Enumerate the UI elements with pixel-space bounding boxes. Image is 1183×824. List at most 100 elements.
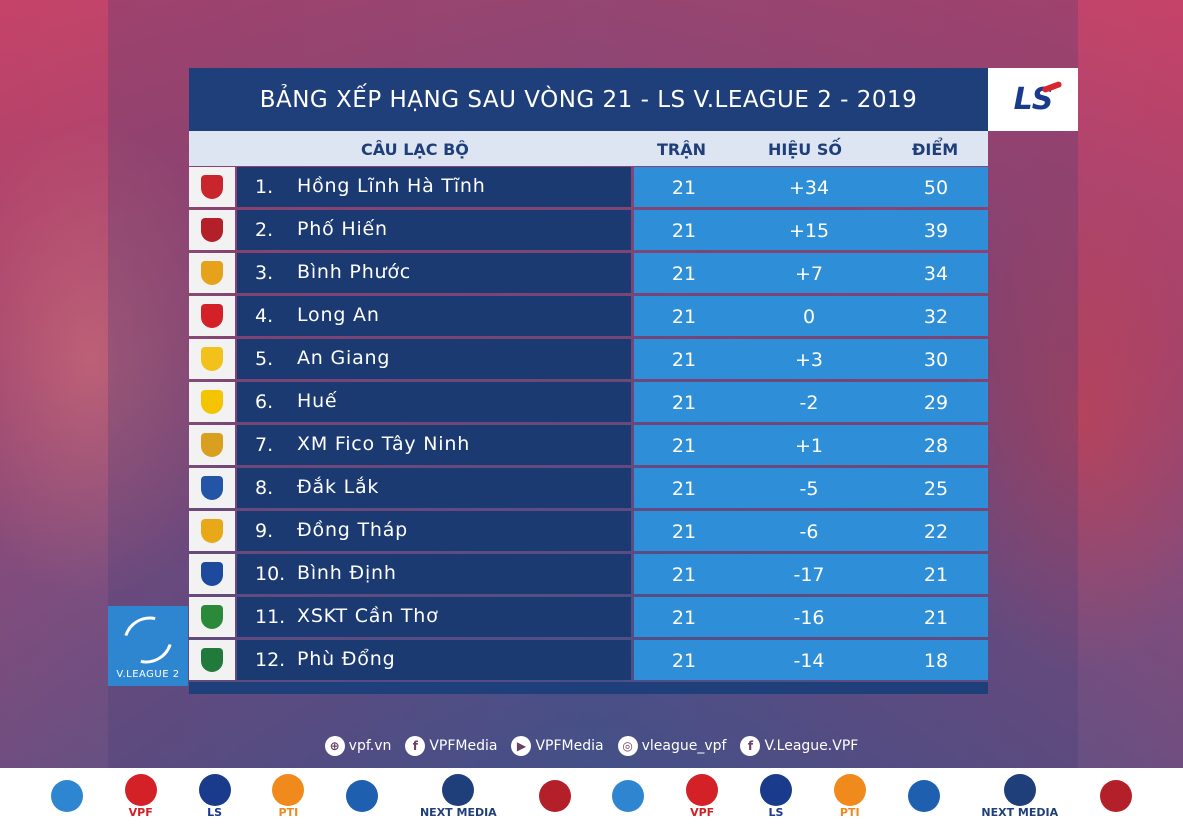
header-diff: HIỆU SỐ — [768, 140, 842, 159]
social-link[interactable]: f VPFMedia — [405, 736, 497, 756]
matches-played: 21 — [671, 478, 697, 500]
social-links: ⊕ vpf.vn f VPFMedia ▶ VPFMedia ◎ vleague_vpf f V.… — [0, 733, 1183, 759]
rank-number: 4. — [255, 305, 274, 327]
club-cell: 7. XM Fico Tây Ninh — [237, 425, 631, 465]
sponsor-logo: LS — [759, 773, 792, 819]
table-row: 4. Long An 21 0 32 — [189, 295, 988, 337]
sponsor-logo-icon — [442, 773, 475, 806]
club-crest-cell — [189, 253, 235, 293]
club-name: Huế — [297, 390, 338, 412]
club-name: Bình Định — [297, 562, 397, 584]
table-row: 8. Đắk Lắk 21 -5 25 — [189, 467, 988, 509]
matches-played: 21 — [671, 349, 697, 371]
goal-difference: +3 — [794, 349, 823, 371]
sponsor-logo-icon — [346, 780, 379, 812]
club-name: XM Fico Tây Ninh — [297, 433, 471, 455]
rank-number: 9. — [255, 520, 274, 542]
sponsor-logo: VPF — [686, 773, 719, 819]
points: 29 — [923, 392, 949, 414]
club-crest-cell — [189, 382, 235, 422]
goal-difference: +15 — [788, 220, 830, 242]
vleague-badge-label: V.LEAGUE 2 — [116, 669, 180, 680]
globe-icon: ⊕ — [324, 736, 345, 756]
club-crest-cell — [189, 511, 235, 551]
sponsor-label: NEXT MEDIA — [981, 805, 1059, 819]
sponsor-logo — [907, 780, 940, 812]
goal-difference: -17 — [793, 564, 825, 586]
club-crest-cell — [189, 597, 235, 637]
table-row: 9. Đồng Tháp 21 -6 22 — [189, 510, 988, 552]
sponsor-logo — [346, 780, 379, 812]
club-crest-icon — [201, 390, 223, 414]
sponsor-logo: LS — [198, 773, 231, 819]
points: 21 — [923, 564, 949, 586]
table-row: 6. Huế 21 -2 29 — [189, 381, 988, 423]
club-crest-icon — [201, 519, 223, 543]
points: 32 — [923, 306, 949, 328]
rank-number: 12. — [255, 649, 286, 671]
stats-cell: 21 +1 28 — [634, 425, 988, 465]
club-cell: 1. Hồng Lĩnh Hà Tĩnh — [237, 167, 631, 207]
club-crest-icon — [201, 175, 223, 199]
club-crest-icon — [201, 476, 223, 500]
points: 39 — [923, 220, 949, 242]
club-cell: 2. Phố Hiến — [237, 210, 631, 250]
sponsor-logo: NEXT MEDIA — [981, 773, 1059, 819]
sponsor-logo — [1099, 780, 1132, 812]
club-crest-cell — [189, 210, 235, 250]
vleague-2-badge: V.LEAGUE 2 — [108, 606, 188, 686]
sponsor-logo: PTI — [833, 773, 866, 819]
matches-played: 21 — [671, 220, 697, 242]
stats-cell: 21 +7 34 — [634, 253, 988, 293]
club-cell: 12. Phù Đổng — [237, 640, 631, 680]
youtube-icon: ▶ — [511, 736, 532, 756]
social-link[interactable]: ◎ vleague_vpf — [617, 736, 727, 756]
social-label: VPFMedia — [429, 738, 498, 754]
sponsor-logo-icon — [833, 773, 866, 806]
club-crest-icon — [201, 648, 223, 672]
matches-played: 21 — [671, 177, 697, 199]
club-cell: 6. Huế — [237, 382, 631, 422]
sponsor-logo-icon — [538, 780, 571, 812]
rank-number: 5. — [255, 348, 274, 370]
stats-cell: 21 +15 39 — [634, 210, 988, 250]
goal-difference: 0 — [802, 306, 816, 328]
sponsor-strip: VPF LS PTI NEXT MEDIA VPF LS PTI NEXT MEDIA — [0, 768, 1183, 824]
header-points: ĐIỂM — [912, 140, 959, 159]
page-title: BẢNG XẾP HẠNG SAU VÒNG 21 - LS V.LEAGUE … — [259, 86, 918, 113]
stats-cell: 21 -6 22 — [634, 511, 988, 551]
rank-number: 2. — [255, 219, 274, 241]
social-link[interactable]: ⊕ vpf.vn — [324, 736, 391, 756]
table-row: 11. XSKT Cần Thơ 21 -16 21 — [189, 596, 988, 638]
points: 34 — [923, 263, 949, 285]
club-crest-cell — [189, 468, 235, 508]
goal-difference: -14 — [793, 650, 825, 672]
club-crest-icon — [201, 261, 223, 285]
sponsor-logo-icon — [272, 773, 305, 806]
sponsor-logo — [50, 780, 83, 812]
club-name: Phù Đổng — [297, 648, 396, 670]
points: 28 — [923, 435, 949, 457]
social-label: V.League.VPF — [764, 738, 859, 754]
social-link[interactable]: ▶ VPFMedia — [511, 736, 604, 756]
social-link[interactable]: f V.League.VPF — [740, 736, 858, 756]
points: 21 — [923, 607, 949, 629]
sponsor-logo-icon — [124, 773, 157, 806]
matches-played: 21 — [671, 564, 697, 586]
stats-cell: 21 -14 18 — [634, 640, 988, 680]
stats-cell: 21 -16 21 — [634, 597, 988, 637]
sponsor-logo-icon — [686, 773, 719, 806]
sponsor-logo-icon — [907, 780, 940, 812]
sponsor-logo — [538, 780, 571, 812]
rank-number: 1. — [255, 176, 274, 198]
sponsor-logo-icon — [198, 773, 231, 806]
club-crest-cell — [189, 296, 235, 336]
club-name: XSKT Cần Thơ — [297, 605, 439, 627]
club-cell: 8. Đắk Lắk — [237, 468, 631, 508]
sponsor-label: VPF — [690, 805, 715, 819]
club-cell: 11. XSKT Cần Thơ — [237, 597, 631, 637]
stats-cell: 21 0 32 — [634, 296, 988, 336]
club-crest-cell — [189, 167, 235, 207]
standings-title-bar: BẢNG XẾP HẠNG SAU VÒNG 21 - LS V.LEAGUE … — [189, 68, 988, 131]
social-label: vleague_vpf — [641, 738, 727, 754]
